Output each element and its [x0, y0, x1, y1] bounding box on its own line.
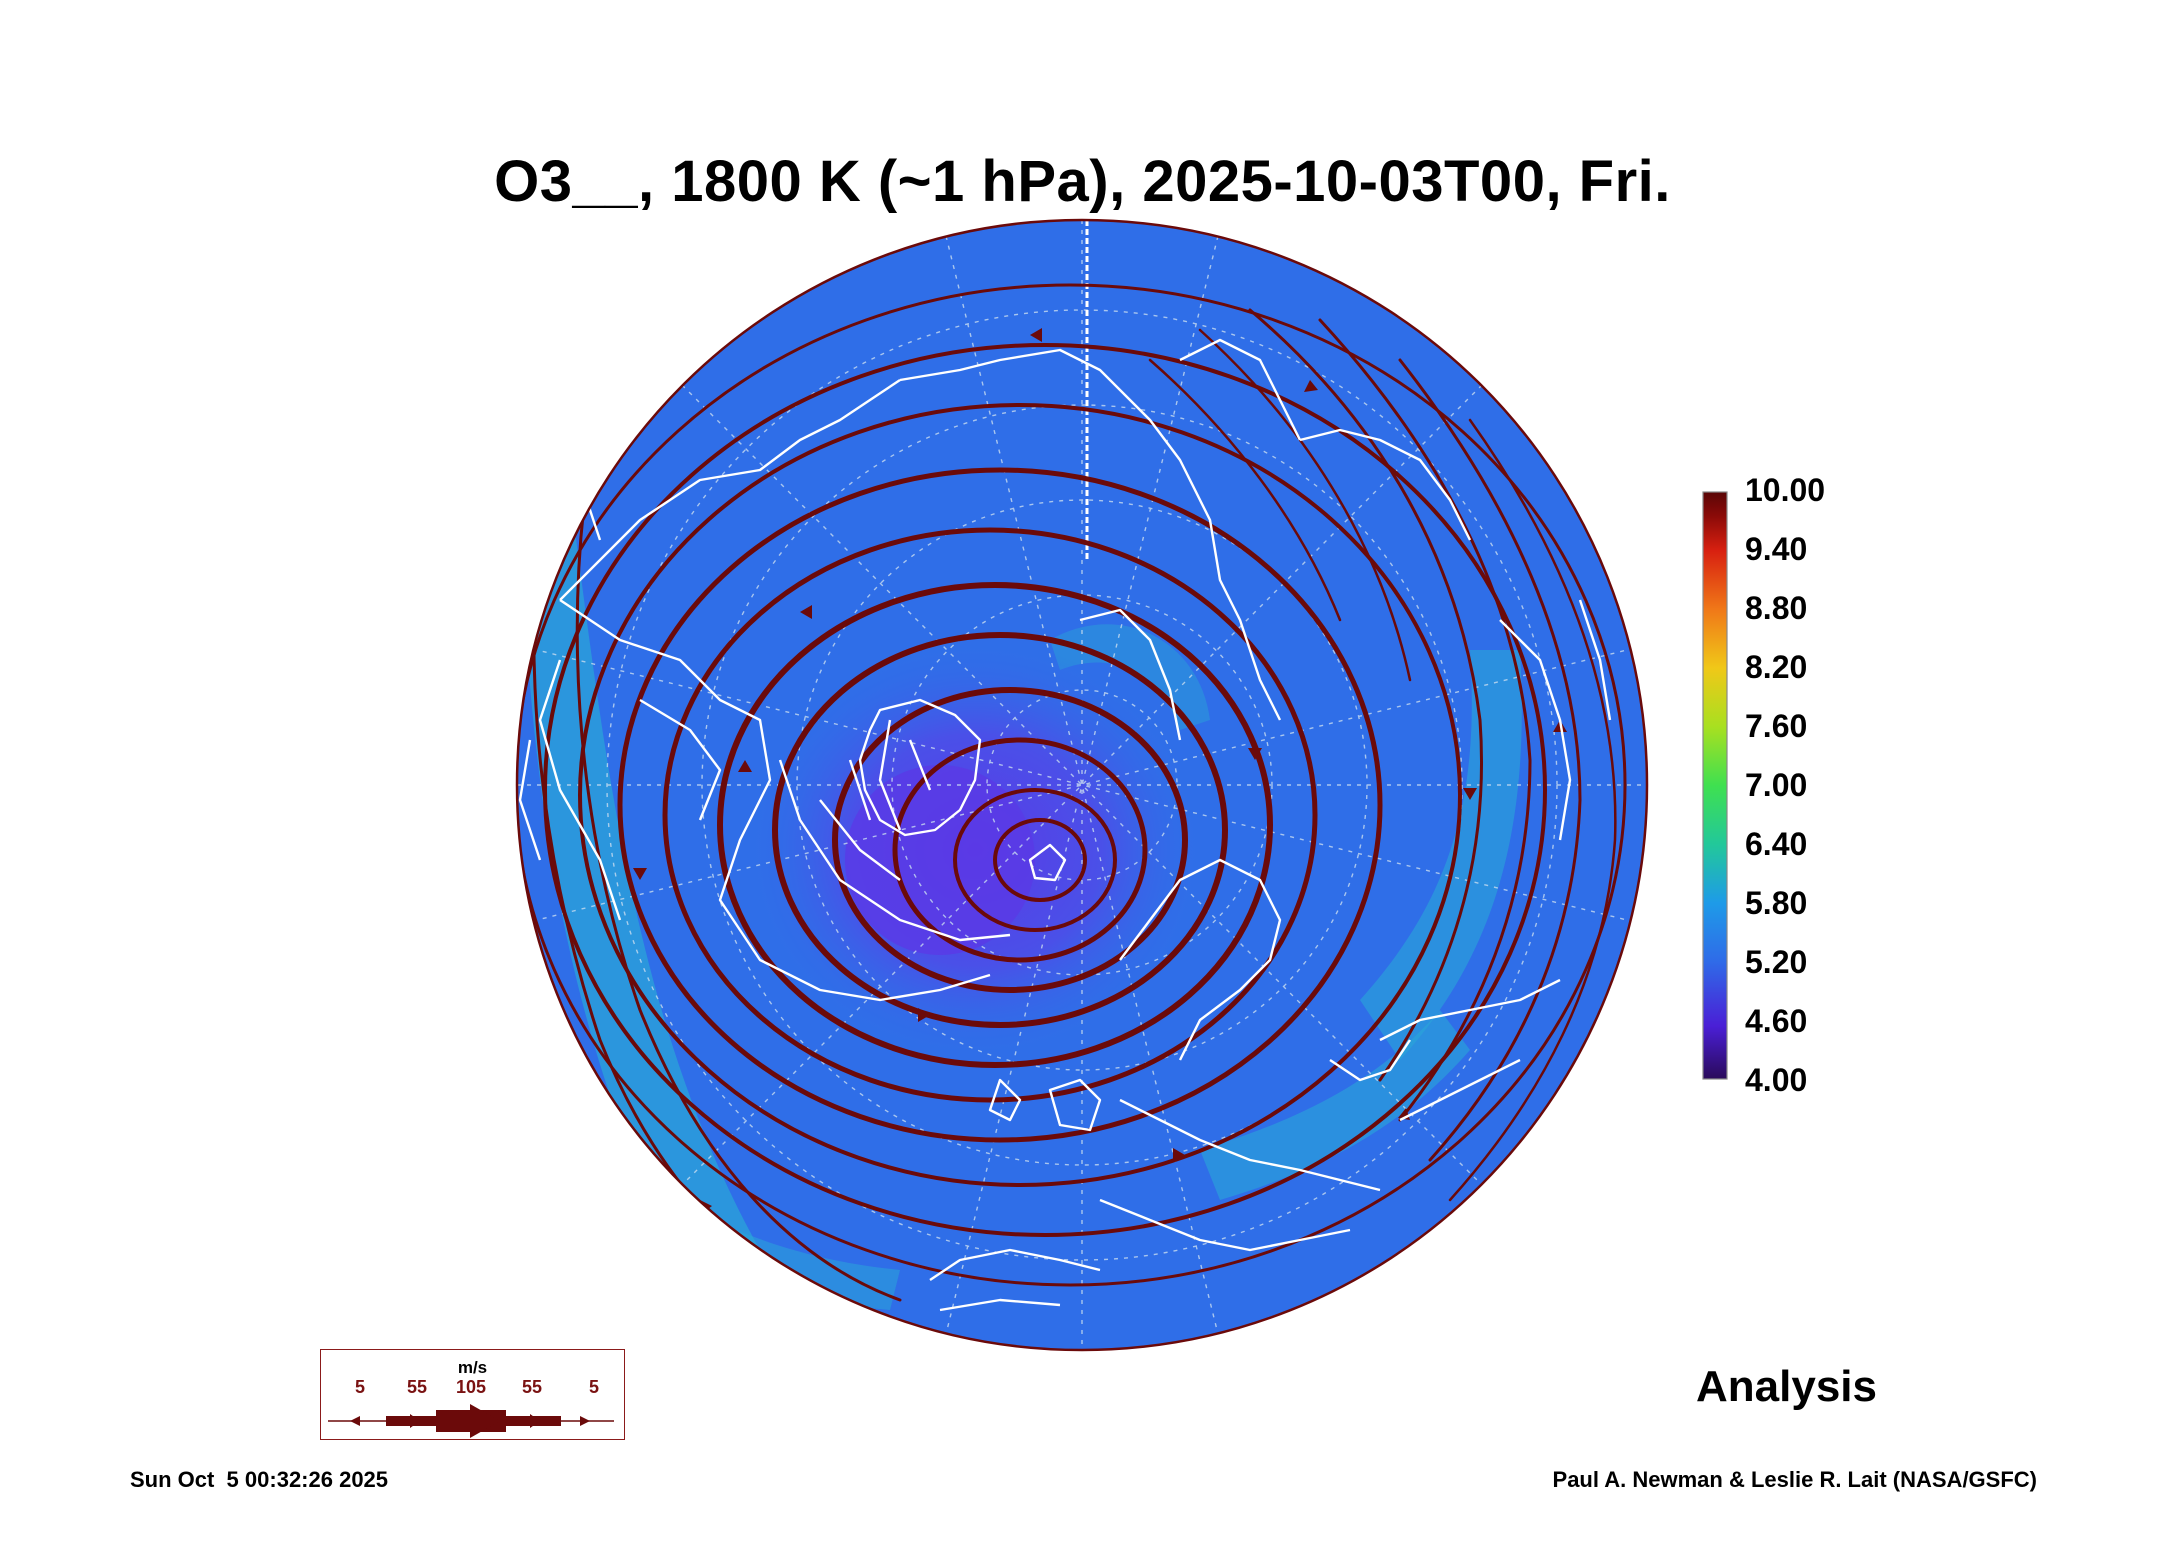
credit: Paul A. Newman & Leslie R. Lait (NASA/GS… [1552, 1467, 2037, 1492]
colorbar-label: 10.00 [1745, 472, 1826, 508]
wind-key-label: 55 [407, 1377, 428, 1397]
colorbar-label: 5.80 [1745, 885, 1808, 921]
colorbar-label: 8.20 [1745, 649, 1808, 685]
wind-key-label: 55 [522, 1377, 543, 1397]
colorbar-label: 7.60 [1745, 708, 1808, 744]
colorbar-label: 4.60 [1745, 1003, 1808, 1039]
analysis-label: Analysis [1696, 1362, 1877, 1411]
wind-key: m/s 5 55 105 55 5 [320, 1349, 625, 1440]
wind-key-scale [328, 1404, 614, 1438]
wind-streamlines [517, 283, 1627, 1332]
map-disc-border [515, 218, 1649, 1352]
wind-key-label: 105 [456, 1377, 487, 1397]
wind-key-label: 5 [355, 1377, 366, 1397]
timestamp: Sun Oct 5 00:32:26 2025 [130, 1467, 389, 1492]
colorbar-label: 7.00 [1745, 767, 1808, 803]
colorbar-label: 5.20 [1745, 944, 1808, 980]
colorbar-label: 6.40 [1745, 826, 1808, 862]
map-title: O3__, 1800 K (~1 hPa), 2025-10-03T00, Fr… [494, 149, 1671, 214]
colorbar [1702, 491, 1728, 1080]
colorbar-label: 9.40 [1745, 531, 1808, 567]
coastlines [518, 338, 1612, 1312]
colorbar-label: 8.80 [1745, 590, 1808, 626]
wind-key-label: 5 [589, 1377, 600, 1397]
wind-key-unit: m/s [457, 1358, 488, 1377]
colorbar-label: 4.00 [1745, 1062, 1808, 1098]
